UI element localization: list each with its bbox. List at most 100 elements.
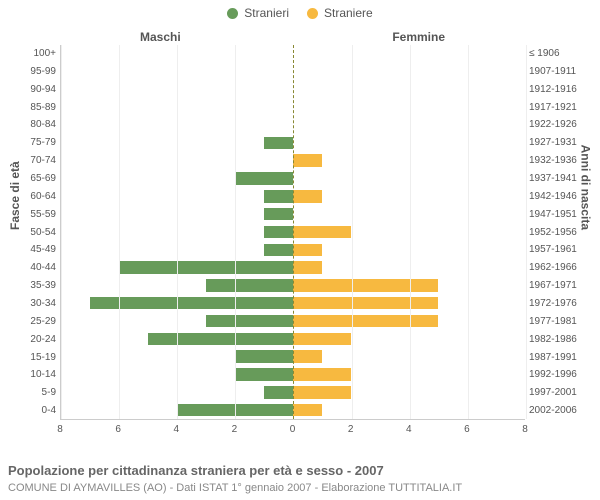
legend-label-female: Straniere (324, 6, 373, 20)
ytick-age: 50-54 (30, 227, 56, 238)
ytick-birth: 1987-1991 (529, 352, 577, 363)
ytick-birth: 1917-1921 (529, 102, 577, 113)
bar-male (235, 350, 293, 362)
center-divider (293, 45, 294, 419)
ytick-birth: 1977-1981 (529, 316, 577, 327)
caption: Popolazione per cittadinanza straniera p… (8, 463, 384, 478)
bar-male (235, 172, 293, 184)
ytick-age: 30-34 (30, 298, 56, 309)
ytick-birth: 1997-2001 (529, 387, 577, 398)
ytick-birth: 1932-1936 (529, 155, 577, 166)
grid-line (177, 45, 178, 419)
bar-male (264, 208, 293, 220)
ytick-age: 35-39 (30, 280, 56, 291)
xtick: 6 (464, 424, 470, 435)
ytick-age: 0-4 (42, 405, 56, 416)
ytick-age: 85-89 (30, 102, 56, 113)
legend-swatch-male (227, 8, 238, 19)
ytick-age: 60-64 (30, 191, 56, 202)
grid-line (119, 45, 120, 419)
ytick-birth: 1992-1996 (529, 369, 577, 380)
population-pyramid-chart: Stranieri Straniere Maschi Femmine Fasce… (0, 0, 600, 500)
ytick-birth: 1922-1926 (529, 119, 577, 130)
ytick-birth: 1947-1951 (529, 209, 577, 220)
bar-male (264, 137, 293, 149)
bar-female (293, 226, 351, 238)
ytick-birth: 1982-1986 (529, 334, 577, 345)
ytick-birth: 1937-1941 (529, 173, 577, 184)
ytick-birth: ≤ 1906 (529, 48, 560, 59)
legend-item-female: Straniere (307, 6, 373, 20)
ytick-age: 40-44 (30, 262, 56, 273)
bar-female (293, 279, 438, 291)
bar-female (293, 297, 438, 309)
ytick-birth: 1967-1971 (529, 280, 577, 291)
ytick-birth: 1957-1961 (529, 244, 577, 255)
ytick-age: 80-84 (30, 119, 56, 130)
grid-line (410, 45, 411, 419)
xtick: 4 (173, 424, 179, 435)
bar-female (293, 261, 322, 273)
bar-male (206, 315, 293, 327)
legend-item-male: Stranieri (227, 6, 289, 20)
bar-male (264, 386, 293, 398)
grid-line (352, 45, 353, 419)
bar-male (264, 190, 293, 202)
legend-swatch-female (307, 8, 318, 19)
title-femmine: Femmine (392, 30, 445, 44)
bar-female (293, 315, 438, 327)
bar-male (235, 368, 293, 380)
ytick-age: 10-14 (30, 369, 56, 380)
xtick: 6 (115, 424, 121, 435)
yaxis-right-label: Anni di nascita (578, 145, 592, 230)
bar-female (293, 404, 322, 416)
bar-female (293, 350, 322, 362)
ytick-age: 25-29 (30, 316, 56, 327)
yaxis-left-label: Fasce di età (8, 161, 22, 230)
bar-male (148, 333, 293, 345)
bar-female (293, 368, 351, 380)
ytick-birth: 1972-1976 (529, 298, 577, 309)
grid-line (235, 45, 236, 419)
ytick-birth: 1942-1946 (529, 191, 577, 202)
title-maschi: Maschi (140, 30, 181, 44)
xtick: 2 (232, 424, 238, 435)
grid-line (61, 45, 62, 419)
ytick-age: 90-94 (30, 84, 56, 95)
ytick-age: 65-69 (30, 173, 56, 184)
ytick-birth: 1962-1966 (529, 262, 577, 273)
xtick: 8 (522, 424, 528, 435)
ytick-birth: 1952-1956 (529, 227, 577, 238)
bar-female (293, 190, 322, 202)
xtick: 8 (57, 424, 63, 435)
xtick: 2 (348, 424, 354, 435)
bar-male (206, 279, 293, 291)
grid-line (468, 45, 469, 419)
xtick: 0 (290, 424, 296, 435)
ytick-age: 70-74 (30, 155, 56, 166)
bar-male (90, 297, 293, 309)
ytick-birth: 1907-1911 (529, 66, 576, 77)
ytick-birth: 2002-2006 (529, 405, 577, 416)
xtick: 4 (406, 424, 412, 435)
bar-male (264, 244, 293, 256)
ytick-age: 75-79 (30, 137, 56, 148)
grid-line (526, 45, 527, 419)
legend: Stranieri Straniere (0, 6, 600, 20)
bar-male (264, 226, 293, 238)
ytick-age: 95-99 (30, 66, 56, 77)
subcaption: COMUNE DI AYMAVILLES (AO) - Dati ISTAT 1… (8, 482, 462, 494)
ytick-age: 45-49 (30, 244, 56, 255)
ytick-age: 15-19 (30, 352, 56, 363)
bar-female (293, 154, 322, 166)
ytick-age: 100+ (33, 48, 56, 59)
ytick-age: 55-59 (30, 209, 56, 220)
plot-area (60, 45, 525, 420)
ytick-birth: 1912-1916 (529, 84, 577, 95)
ytick-age: 20-24 (30, 334, 56, 345)
ytick-age: 5-9 (42, 387, 56, 398)
legend-label-male: Stranieri (244, 6, 289, 20)
bar-female (293, 333, 351, 345)
bar-male (119, 261, 293, 273)
bar-female (293, 244, 322, 256)
